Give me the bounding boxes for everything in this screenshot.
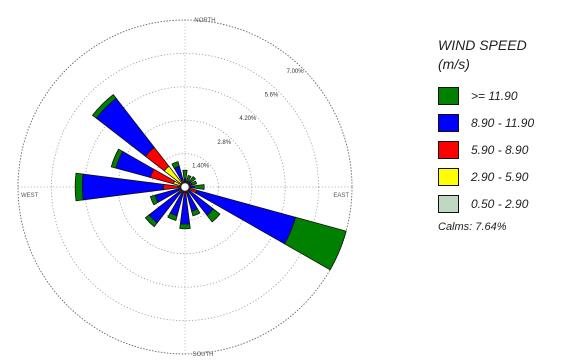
petal-segment-0-0 — [182, 169, 188, 180]
petal-segment-45-0 — [188, 175, 197, 184]
direction-label-west: WEST — [21, 193, 39, 199]
petal-dir-292.5 — [110, 148, 184, 187]
petal-segment-90-0 — [194, 184, 205, 190]
legend-title-line-2: (m/s) — [438, 56, 470, 72]
direction-label-south: SOUTH — [193, 352, 214, 358]
legend-swatch — [438, 114, 459, 132]
direction-labels: NORTH SOUTH WEST EAST — [21, 18, 349, 358]
petal-segment-180-0 — [179, 223, 191, 230]
legend-label: 0.50 - 2.90 — [471, 197, 529, 211]
petal-dir-337.5 — [171, 161, 185, 186]
petal-segment-247.5-0 — [149, 194, 159, 206]
petal-segment-292.5-0 — [110, 148, 124, 169]
petal-dir-180 — [179, 189, 191, 230]
petal-dir-90 — [187, 184, 205, 190]
petal-segment-135-0 — [206, 208, 221, 223]
petal-segment-202.5-0 — [167, 212, 178, 221]
calms-label: Calms: 7.64% — [438, 221, 507, 233]
ring-label-4: 5.6% — [265, 93, 279, 99]
petal-segment-315-0 — [91, 93, 117, 119]
petal-dir-112.5 — [186, 187, 347, 271]
legend-item: >= 11.90 — [438, 86, 568, 106]
ring-label-3: 4.20% — [239, 116, 257, 122]
legend-item: 0.50 - 2.90 — [438, 194, 568, 214]
legend-title-line-1: WIND SPEED — [438, 37, 527, 53]
petal-segment-225-0 — [144, 214, 158, 228]
legend-title: WIND SPEED (m/s) — [438, 36, 568, 74]
petal-dir-0 — [182, 169, 188, 185]
ring-label-2: 2.8% — [217, 140, 231, 146]
legend-item: 8.90 - 11.90 — [438, 113, 568, 133]
petals — [74, 93, 347, 271]
petal-segment-157.5-0 — [191, 208, 201, 217]
petal-dir-270 — [74, 172, 183, 202]
legend-label: 8.90 - 11.90 — [471, 116, 535, 130]
legend-label: 2.90 - 5.90 — [471, 170, 529, 184]
petal-segment-112.5-0 — [284, 216, 347, 271]
legend: WIND SPEED (m/s) >= 11.90 8.90 - 11.90 5.9… — [438, 36, 568, 233]
legend-swatch — [438, 195, 459, 213]
petal-segment-337.5-0 — [171, 161, 180, 169]
ring-labels: 1.40% 2.8% 4.20% 5.6% 7.00% — [192, 69, 304, 169]
legend-list: >= 11.90 8.90 - 11.90 5.90 - 8.90 2.90 - 5.… — [438, 86, 568, 214]
ring-label-1: 1.40% — [192, 163, 210, 169]
ring-4 — [50, 52, 320, 322]
petal-segment-22.5-0 — [186, 174, 192, 183]
legend-item: 2.90 - 5.90 — [438, 167, 568, 187]
petal-segment-67.5-0 — [190, 180, 198, 186]
petal-segment-270-0 — [74, 172, 84, 202]
legend-label: >= 11.90 — [471, 89, 518, 103]
legend-label: 5.90 - 8.90 — [471, 143, 529, 157]
ring-label-5: 7.00% — [287, 69, 305, 75]
center-marker — [179, 181, 191, 193]
legend-swatch — [438, 141, 459, 159]
wind-rose-chart: 1.40% 2.8% 4.20% 5.6% 7.00% NORTH SOUTH WEST EA… — [17, 18, 353, 358]
legend-swatch — [438, 168, 459, 186]
legend-swatch — [438, 87, 459, 105]
direction-label-north: NORTH — [194, 18, 215, 24]
legend-item: 5.90 - 8.90 — [438, 140, 568, 160]
direction-label-east: EAST — [333, 193, 349, 199]
petal-dir-315 — [91, 93, 185, 187]
